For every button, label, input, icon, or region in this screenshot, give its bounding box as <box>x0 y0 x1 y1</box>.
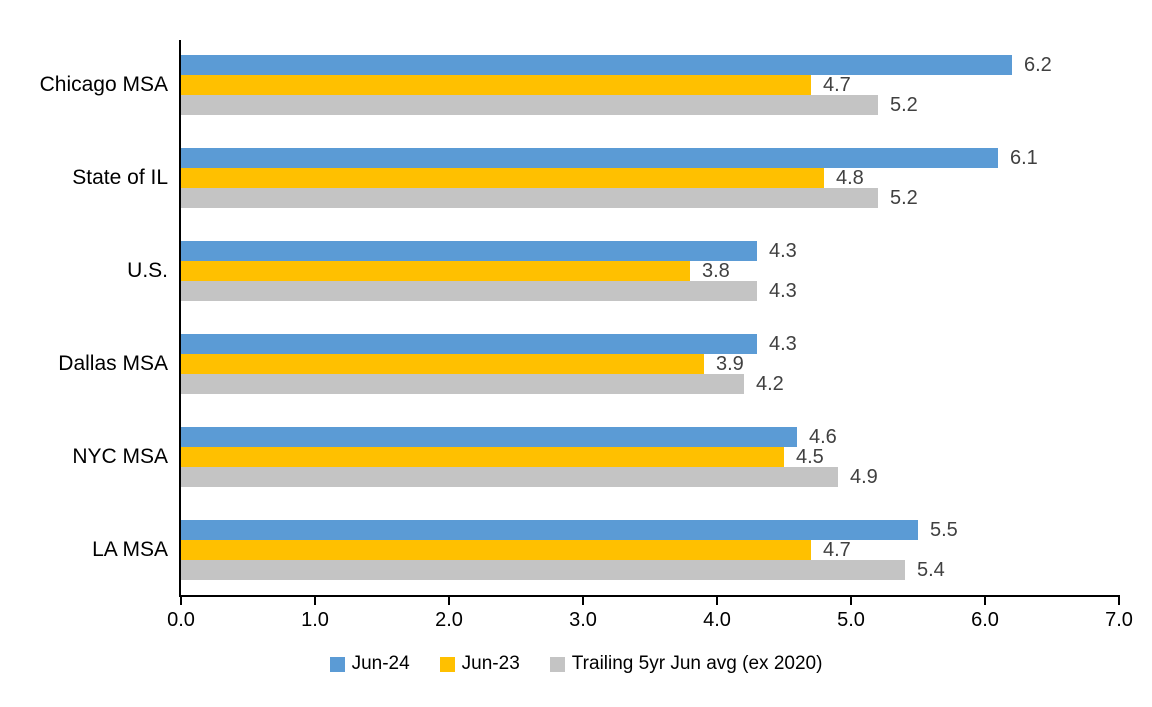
x-axis-tick-label: 5.0 <box>837 609 865 631</box>
bar-jun-24 <box>181 427 797 447</box>
data-label: 4.7 <box>823 539 851 561</box>
data-label: 5.5 <box>930 519 958 541</box>
data-label: 4.3 <box>769 280 797 302</box>
legend: Jun-24 Jun-23 Trailing 5yr Jun avg (ex 202… <box>0 652 1152 676</box>
bar-trailing-5yr-jun-avg-ex-2020- <box>181 467 838 487</box>
x-axis-tick <box>448 597 450 605</box>
category-label: NYC MSA <box>72 445 168 468</box>
data-label: 4.7 <box>823 74 851 96</box>
x-axis-tick <box>984 597 986 605</box>
bar-jun-24 <box>181 55 1012 75</box>
x-axis-tick-label: 2.0 <box>435 609 463 631</box>
x-axis-tick-label: 0.0 <box>167 609 195 631</box>
legend-item: Trailing 5yr Jun avg (ex 2020) <box>549 653 823 675</box>
data-label: 4.6 <box>809 426 837 448</box>
bar-jun-24 <box>181 241 757 261</box>
bar-trailing-5yr-jun-avg-ex-2020- <box>181 374 744 394</box>
x-axis-tick <box>314 597 316 605</box>
bar-trailing-5yr-jun-avg-ex-2020- <box>181 560 905 580</box>
legend-swatch-icon <box>439 656 455 672</box>
bar-jun-24 <box>181 520 918 540</box>
data-label: 3.8 <box>702 260 730 282</box>
category-label: Dallas MSA <box>58 352 168 375</box>
legend-label: Jun-24 <box>351 653 410 674</box>
bar-jun-23 <box>181 75 811 95</box>
bar-jun-23 <box>181 261 690 281</box>
legend-item: Jun-23 <box>439 653 520 675</box>
data-label: 4.9 <box>850 466 878 488</box>
bar-jun-24 <box>181 334 757 354</box>
data-label: 4.8 <box>836 167 864 189</box>
x-axis-tick-label: 4.0 <box>703 609 731 631</box>
category-label: Chicago MSA <box>39 73 168 96</box>
bar-trailing-5yr-jun-avg-ex-2020- <box>181 281 757 301</box>
bar-jun-23 <box>181 168 824 188</box>
x-axis-tick <box>1118 597 1120 605</box>
x-axis-tick-label: 7.0 <box>1105 609 1133 631</box>
data-label: 5.2 <box>890 94 918 116</box>
bar-jun-23 <box>181 354 704 374</box>
legend-label: Trailing 5yr Jun avg (ex 2020) <box>571 653 823 674</box>
category-label: U.S. <box>127 259 168 282</box>
bar-trailing-5yr-jun-avg-ex-2020- <box>181 95 878 115</box>
x-axis-tick-label: 1.0 <box>301 609 329 631</box>
bar-trailing-5yr-jun-avg-ex-2020- <box>181 188 878 208</box>
data-label: 4.2 <box>756 373 784 395</box>
y-axis-line <box>179 40 181 597</box>
bar-jun-24 <box>181 148 998 168</box>
legend-item: Jun-24 <box>329 653 410 675</box>
data-label: 3.9 <box>716 353 744 375</box>
data-label: 4.3 <box>769 333 797 355</box>
x-axis-tick <box>850 597 852 605</box>
x-axis-tick <box>716 597 718 605</box>
data-label: 4.5 <box>796 446 824 468</box>
data-label: 5.2 <box>890 187 918 209</box>
bar-jun-23 <box>181 540 811 560</box>
bar-jun-23 <box>181 447 784 467</box>
x-axis-tick <box>582 597 584 605</box>
x-axis-tick <box>180 597 182 605</box>
data-label: 4.3 <box>769 240 797 262</box>
x-axis-line <box>179 595 1120 597</box>
legend-swatch-icon <box>549 656 565 672</box>
data-label: 5.4 <box>917 559 945 581</box>
x-axis-tick-label: 3.0 <box>569 609 597 631</box>
data-label: 6.2 <box>1024 54 1052 76</box>
x-axis-tick-label: 6.0 <box>971 609 999 631</box>
category-label: LA MSA <box>92 538 168 561</box>
category-label: State of IL <box>72 166 168 189</box>
data-label: 6.1 <box>1010 147 1038 169</box>
legend-swatch-icon <box>329 656 345 672</box>
legend-label: Jun-23 <box>461 653 520 674</box>
